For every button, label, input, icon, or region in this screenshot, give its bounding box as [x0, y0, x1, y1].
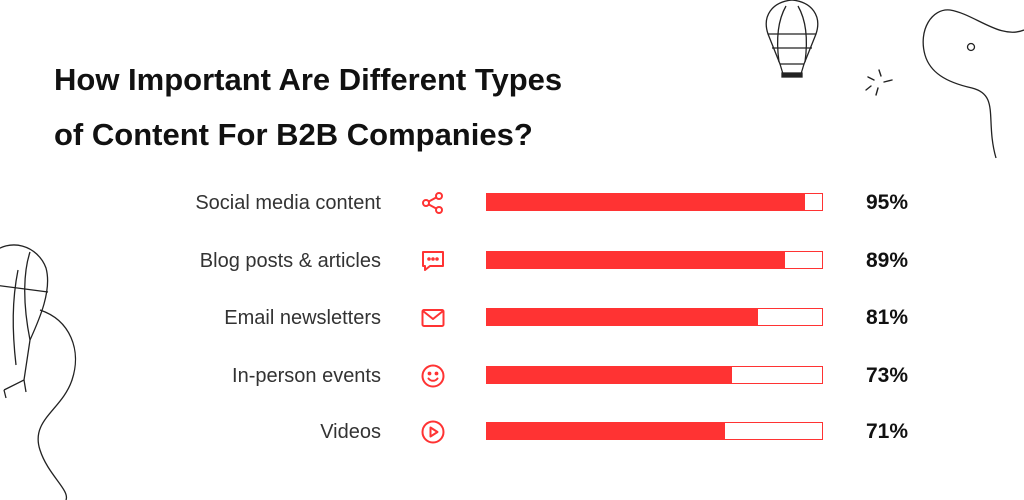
- bar-fill: [487, 367, 732, 383]
- value-label: 73%: [866, 364, 909, 387]
- bar-fill: [487, 194, 806, 210]
- smiley-icon: [420, 363, 446, 389]
- bar-track: [486, 366, 823, 384]
- bar-fill: [487, 423, 725, 439]
- mail-icon: [420, 305, 446, 331]
- title-line-1: How Important Are Different Types: [54, 62, 563, 97]
- play-icon: [420, 419, 446, 445]
- category-label: Email newsletters: [224, 307, 381, 329]
- value-label: 95%: [866, 191, 909, 214]
- category-label: Videos: [320, 421, 381, 443]
- bar-row-email-newsletters: Email newsletters 81%: [0, 298, 1024, 338]
- bar-track: [486, 251, 823, 269]
- swirl-line-left: [37, 309, 77, 500]
- value-label: 81%: [866, 306, 909, 329]
- bar-row-blog-posts: Blog posts & articles 89%: [0, 241, 1024, 281]
- share-icon: [420, 190, 446, 216]
- bar-row-in-person-events: In-person events 73%: [0, 356, 1024, 396]
- hot-air-balloon-top-illustration: [765, 0, 819, 78]
- category-label: Blog posts & articles: [199, 250, 381, 272]
- bar-row-videos: Videos 71%: [0, 412, 1024, 452]
- sparkle-ornament: [865, 69, 893, 96]
- chat-bubble-icon: [420, 248, 446, 274]
- chart-title: How Important Are Different Types of Con…: [54, 52, 694, 162]
- small-circle-ornament: [966, 42, 976, 52]
- category-label: In-person events: [232, 365, 381, 387]
- category-label: Social media content: [195, 192, 381, 214]
- bar-row-social-media: Social media content 95%: [0, 183, 1024, 223]
- value-label: 71%: [866, 420, 909, 443]
- bar-fill: [487, 252, 786, 268]
- title-line-2: of Content For B2B Companies?: [54, 117, 533, 152]
- value-label: 89%: [866, 249, 909, 272]
- swirl-line-top-right: [922, 9, 1024, 159]
- bar-track: [486, 308, 823, 326]
- bar-fill: [487, 309, 759, 325]
- bar-track: [486, 193, 823, 211]
- bar-track: [486, 422, 823, 440]
